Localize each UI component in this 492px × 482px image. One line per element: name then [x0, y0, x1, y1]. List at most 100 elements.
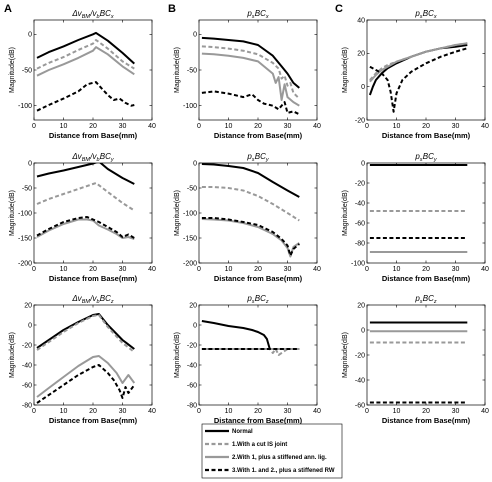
plot-title-part: Δv	[71, 9, 82, 18]
plot-title-subscript: x	[110, 14, 114, 20]
y-tick-label: 20	[357, 51, 365, 58]
series-line-0	[36, 163, 135, 185]
series-line-1	[201, 186, 300, 222]
panel-label-b: B	[168, 3, 176, 15]
series-line-0	[36, 313, 135, 350]
plot-title-subscript: s	[420, 157, 423, 163]
y-tick-label: -40	[22, 362, 32, 369]
y-tick-label: -150	[18, 235, 32, 242]
plot-title-subscript: y	[110, 157, 115, 163]
plot-title: ps BCy	[414, 152, 438, 163]
x-tick-label: 10	[225, 266, 233, 273]
y-tick-label: 0	[361, 84, 365, 91]
x-axis-label: Distance from Base(mm)	[382, 274, 471, 283]
x-tick-label: 40	[481, 123, 489, 130]
x-tick-label: 30	[284, 123, 292, 130]
series-line-3	[36, 81, 135, 112]
plot-title: ps BCy	[246, 152, 270, 163]
x-axis-label: Distance from Base(mm)	[214, 274, 303, 283]
legend: Normal 1.With a cut IS joint 2.With 1, p…	[201, 423, 343, 479]
plot-title-subscript: y	[433, 157, 438, 163]
x-tick-label: 0	[197, 408, 201, 415]
plot-frame	[366, 162, 486, 264]
x-tick-label: 0	[197, 266, 201, 273]
y-tick-label: -100	[18, 210, 32, 217]
plot-title: ps BCx	[246, 9, 269, 20]
plot-title-part: Δv	[71, 294, 82, 303]
y-tick-label: -20	[22, 342, 32, 349]
y-axis-label: Magnitude(dB)	[342, 190, 349, 236]
x-tick-label: 0	[32, 123, 36, 130]
series-line-3	[369, 47, 468, 113]
y-tick-label: -60	[355, 402, 365, 409]
y-tick-label: 20	[189, 302, 197, 309]
y-axis-label: Magnitude(dB)	[174, 190, 181, 236]
plot-title-subscript: s	[252, 157, 255, 163]
x-tick-label: 0	[365, 266, 369, 273]
x-tick-label: 10	[225, 408, 233, 415]
x-tick-label: 20	[89, 408, 97, 415]
plot-frame	[33, 304, 153, 406]
plot-title-part: p	[246, 294, 252, 303]
series-line-3	[201, 90, 300, 116]
plot-b1: ps BCx 0 10 20 30 40 -100 -50 0 Distance from Ba…	[174, 9, 321, 140]
legend-label-ann-lig: 2.With 1, plus a stiffened ann. lig.	[232, 455, 327, 461]
plot-b2: ps BCy 0 10 20 30 40 -200 -150 -100 -50 0 Distance…	[174, 152, 321, 283]
x-tick-label: 30	[119, 408, 127, 415]
plot-a1: ΔvBM /vb BCx 0 10 20 30 40 -100 -50 0 Distance f…	[9, 9, 156, 140]
y-axis-label: Magnitude(dB)	[342, 47, 349, 93]
plot-title-part: p	[414, 294, 420, 303]
y-tick-label: 0	[193, 160, 197, 167]
plot-title-part: BC	[423, 294, 434, 303]
x-axis-label: Distance from Base(mm)	[214, 416, 303, 425]
series-line-1	[36, 182, 135, 212]
series-line-2	[369, 42, 468, 83]
plot-title: ΔvBM /vb BCx	[71, 9, 114, 20]
y-tick-label: -100	[18, 103, 32, 110]
plot-title-subscript: z	[110, 299, 114, 305]
x-tick-label: 20	[254, 266, 262, 273]
x-tick-label: 30	[119, 266, 127, 273]
x-tick-label: 30	[284, 266, 292, 273]
y-axis-label: Magnitude(dB)	[9, 47, 16, 93]
y-tick-label: -150	[183, 235, 197, 242]
plot-title-part: BC	[255, 152, 266, 161]
x-axis-label: Distance from Base(mm)	[49, 274, 138, 283]
series-line-0	[36, 31, 135, 65]
series-line-2	[201, 218, 300, 258]
plot-title: ps BCx	[414, 9, 437, 20]
y-tick-label: 0	[193, 322, 197, 329]
y-tick-label: -60	[22, 382, 32, 389]
plot-title-part: p	[246, 9, 252, 18]
x-tick-label: 40	[148, 408, 156, 415]
y-tick-label: -200	[18, 260, 32, 267]
x-tick-label: 30	[452, 123, 460, 130]
y-tick-label: 0	[361, 160, 365, 167]
series-line-3	[36, 216, 135, 239]
x-tick-label: 0	[32, 266, 36, 273]
plot-title-subscript: z	[433, 299, 437, 305]
series-line-2	[36, 355, 136, 398]
plot-b3: ps BCz 0 10 20 30 40-80-60-40-20020Distance …	[174, 294, 321, 425]
plot-frame	[366, 304, 486, 406]
y-tick-label: -20	[355, 352, 365, 359]
plot-title: ps BCz	[246, 294, 269, 305]
x-tick-label: 10	[225, 123, 233, 130]
y-axis-label: Magnitude(dB)	[9, 332, 16, 378]
plot-frame	[198, 162, 318, 264]
x-axis-label: Distance from Base(mm)	[382, 131, 471, 140]
series-line-0	[201, 163, 300, 198]
y-tick-label: -80	[187, 402, 197, 409]
x-tick-label: 10	[393, 123, 401, 130]
x-tick-label: 30	[119, 123, 127, 130]
plot-title-part: BC	[423, 9, 434, 18]
plot-title-part: p	[414, 9, 420, 18]
plot-title-subscript: b	[96, 299, 99, 305]
x-axis-label: Distance from Base(mm)	[382, 416, 471, 425]
plot-title-part: BC	[100, 9, 111, 18]
x-tick-label: 10	[60, 266, 68, 273]
plot-title-part: /v	[89, 294, 97, 303]
plot-title-subscript: BM	[82, 14, 91, 20]
legend-label-cut-is: 1.With a cut IS joint	[232, 442, 287, 448]
